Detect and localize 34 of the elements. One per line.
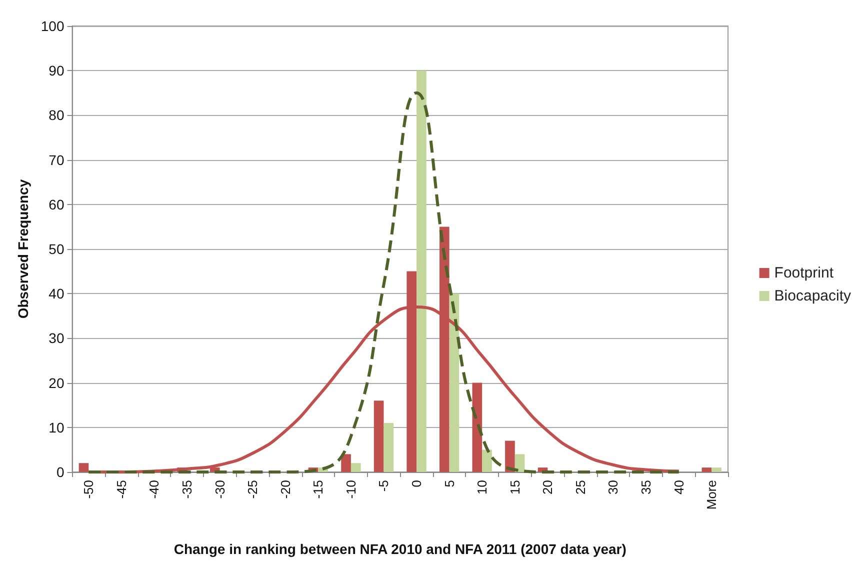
y-tick-label: 40	[48, 286, 64, 302]
x-tick-label: 15	[507, 480, 522, 494]
y-tick-label: 20	[48, 374, 64, 391]
x-axis-title: Change in ranking between NFA 2010 and NFA 2011 (2007 data year)	[174, 541, 626, 557]
x-tick-label: 35	[638, 480, 654, 494]
x-tick-label: -35	[180, 480, 195, 499]
y-axis-title: Observed Frequency	[15, 179, 31, 319]
x-tick-label: 5	[442, 480, 457, 488]
x-tick-label: 40	[671, 480, 686, 494]
x-tick-label: 10	[474, 480, 490, 494]
y-tick-label: 10	[48, 419, 64, 436]
legend-label: Footprint	[774, 264, 834, 282]
x-tick-label: -40	[146, 480, 162, 499]
x-tick-label: -30	[212, 480, 228, 499]
x-tick-label: -25	[245, 480, 260, 499]
x-tick-label: -20	[278, 480, 293, 499]
x-tick-label: 25	[572, 480, 588, 494]
x-tick-label: More	[704, 480, 720, 510]
x-tick-label: 30	[606, 480, 621, 494]
x-tick-label: 20	[540, 480, 556, 494]
x-tick-label: -5	[376, 480, 392, 492]
y-tick-label: 100	[40, 18, 64, 34]
legend-label: Biocapacity	[774, 288, 852, 304]
y-tick-label: 70	[48, 152, 64, 168]
y-tick-label: 50	[48, 241, 64, 257]
x-tick-label: -10	[343, 480, 358, 499]
x-tick-label: -15	[310, 480, 326, 499]
x-tick-label: 0	[409, 480, 424, 488]
y-tick-label: 60	[48, 196, 64, 212]
y-tick-label: 30	[48, 330, 64, 346]
y-tick-label: 80	[48, 107, 64, 124]
y-tick-label: 90	[48, 62, 64, 79]
x-tick-label: -45	[114, 480, 129, 499]
x-tick-label: -50	[81, 480, 96, 499]
